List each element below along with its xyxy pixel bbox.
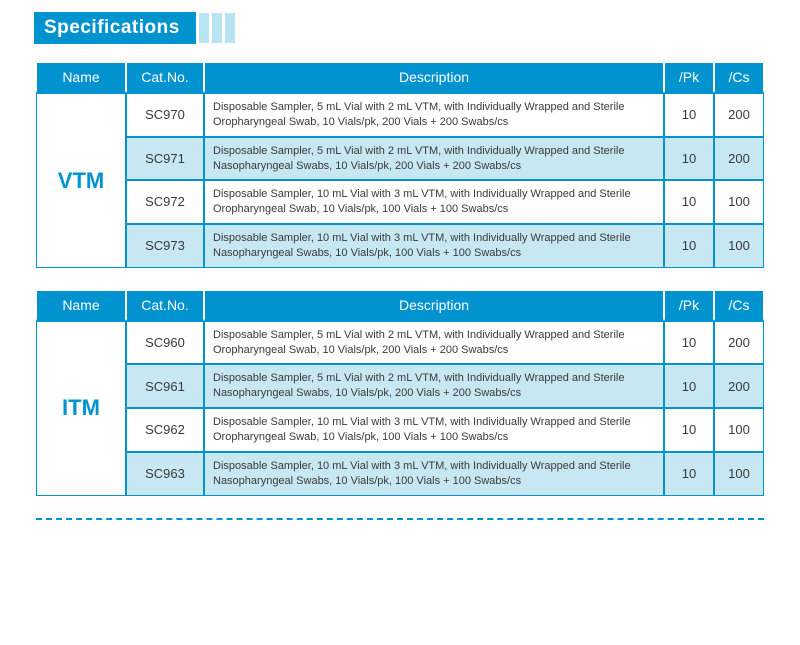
col-pk: /Pk: [664, 290, 714, 321]
group-name: ITM: [36, 321, 126, 496]
group-name: VTM: [36, 93, 126, 268]
title-stripe: [212, 13, 222, 43]
cell-desc: Disposable Sampler, 10 mL Vial with 3 mL…: [204, 452, 664, 496]
cell-desc: Disposable Sampler, 10 mL Vial with 3 mL…: [204, 408, 664, 452]
cell-catno: SC961: [126, 364, 204, 408]
col-description: Description: [204, 290, 664, 321]
table-header-row: Name Cat.No. Description /Pk /Cs: [36, 290, 764, 321]
cell-pk: 10: [664, 364, 714, 408]
cell-pk: 10: [664, 321, 714, 365]
cell-cs: 200: [714, 137, 764, 181]
table-row: SC971 Disposable Sampler, 5 mL Vial with…: [36, 137, 764, 181]
table-row: ITM SC960 Disposable Sampler, 5 mL Vial …: [36, 321, 764, 365]
col-name: Name: [36, 62, 126, 93]
cell-catno: SC971: [126, 137, 204, 181]
col-description: Description: [204, 62, 664, 93]
cell-cs: 200: [714, 364, 764, 408]
col-pk: /Pk: [664, 62, 714, 93]
page: Specifications Name Cat.No. Description …: [0, 12, 800, 520]
table-itm: Name Cat.No. Description /Pk /Cs ITM SC9…: [36, 290, 764, 496]
table-row: SC961 Disposable Sampler, 5 mL Vial with…: [36, 364, 764, 408]
table-header-row: Name Cat.No. Description /Pk /Cs: [36, 62, 764, 93]
cell-desc: Disposable Sampler, 10 mL Vial with 3 mL…: [204, 180, 664, 224]
cell-desc: Disposable Sampler, 5 mL Vial with 2 mL …: [204, 364, 664, 408]
cell-pk: 10: [664, 452, 714, 496]
page-title: Specifications: [34, 12, 196, 44]
cell-catno: SC970: [126, 93, 204, 137]
cell-pk: 10: [664, 224, 714, 268]
cell-cs: 100: [714, 452, 764, 496]
cell-desc: Disposable Sampler, 5 mL Vial with 2 mL …: [204, 321, 664, 365]
cell-catno: SC960: [126, 321, 204, 365]
dashed-divider: [36, 518, 764, 520]
cell-desc: Disposable Sampler, 5 mL Vial with 2 mL …: [204, 137, 664, 181]
table-row: SC962 Disposable Sampler, 10 mL Vial wit…: [36, 408, 764, 452]
cell-pk: 10: [664, 93, 714, 137]
spec-table: Name Cat.No. Description /Pk /Cs ITM SC9…: [36, 290, 764, 496]
cell-desc: Disposable Sampler, 10 mL Vial with 3 mL…: [204, 224, 664, 268]
title-stripe: [199, 13, 209, 43]
title-bar: Specifications: [34, 12, 800, 44]
cell-pk: 10: [664, 137, 714, 181]
col-cs: /Cs: [714, 62, 764, 93]
cell-catno: SC962: [126, 408, 204, 452]
table-row: VTM SC970 Disposable Sampler, 5 mL Vial …: [36, 93, 764, 137]
cell-cs: 200: [714, 321, 764, 365]
cell-catno: SC963: [126, 452, 204, 496]
cell-pk: 10: [664, 408, 714, 452]
cell-cs: 100: [714, 224, 764, 268]
table-row: SC973 Disposable Sampler, 10 mL Vial wit…: [36, 224, 764, 268]
cell-cs: 200: [714, 93, 764, 137]
cell-cs: 100: [714, 180, 764, 224]
col-catno: Cat.No.: [126, 290, 204, 321]
table-row: SC963 Disposable Sampler, 10 mL Vial wit…: [36, 452, 764, 496]
cell-catno: SC973: [126, 224, 204, 268]
cell-pk: 10: [664, 180, 714, 224]
spec-table: Name Cat.No. Description /Pk /Cs VTM SC9…: [36, 62, 764, 268]
title-stripe: [225, 13, 235, 43]
cell-catno: SC972: [126, 180, 204, 224]
cell-desc: Disposable Sampler, 5 mL Vial with 2 mL …: [204, 93, 664, 137]
table-vtm: Name Cat.No. Description /Pk /Cs VTM SC9…: [36, 62, 764, 268]
cell-cs: 100: [714, 408, 764, 452]
col-catno: Cat.No.: [126, 62, 204, 93]
col-name: Name: [36, 290, 126, 321]
table-row: SC972 Disposable Sampler, 10 mL Vial wit…: [36, 180, 764, 224]
col-cs: /Cs: [714, 290, 764, 321]
